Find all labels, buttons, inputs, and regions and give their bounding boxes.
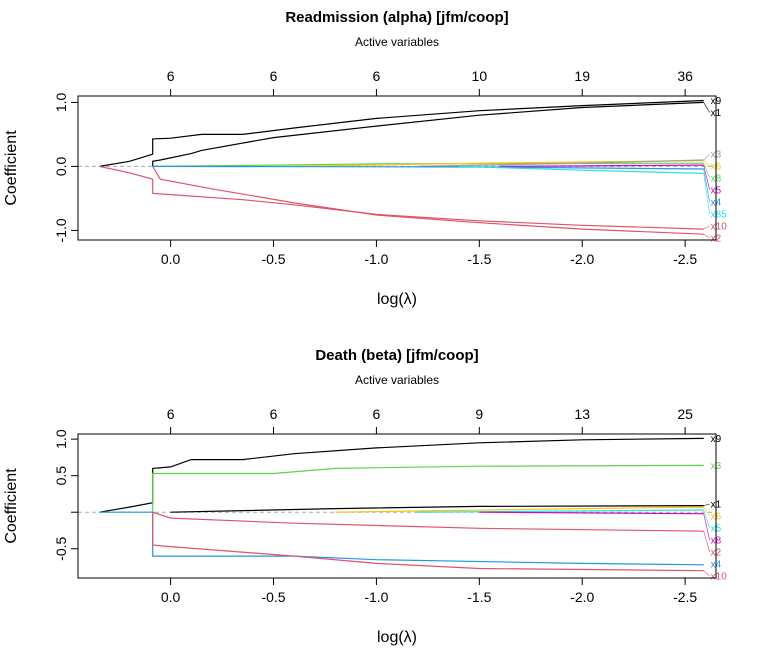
top-tick-label: 6 [373, 68, 381, 84]
y-tick-label: -0.5 [53, 536, 69, 560]
y-axis-label: Coefficient [3, 130, 20, 206]
series-label: x85 [711, 210, 728, 221]
series-line-x3 [417, 159, 704, 167]
series-line-x4 [152, 165, 704, 170]
x-tick-label: -1.0 [364, 589, 388, 605]
x-tick-label: -2.0 [570, 251, 594, 267]
series-label-leader [703, 102, 710, 113]
x-tick-label: 0.0 [161, 251, 181, 267]
x-tick-label: -2.0 [570, 589, 594, 605]
series-line-x3 [152, 464, 704, 513]
series-line-x2 [152, 511, 704, 532]
top-tick-label: 6 [270, 406, 278, 422]
x-axis-label: log(λ) [377, 629, 417, 646]
top-tick-label: 6 [167, 406, 175, 422]
series-line-x8 [479, 511, 704, 515]
series-label-leader [703, 513, 710, 541]
y-tick-label: 0.0 [53, 156, 69, 176]
top-tick-label: 36 [677, 68, 693, 84]
y-tick-label: -1.0 [53, 218, 69, 242]
top-tick-label: 19 [574, 68, 590, 84]
chart-title: Death (beta) [jfm/coop] [315, 347, 478, 364]
series-line-x1 [170, 505, 704, 513]
top-axis-title: Active variables [355, 373, 439, 387]
y-tick-label: 1.0 [53, 429, 69, 449]
x-tick-label: -2.5 [673, 251, 697, 267]
panel-1: Readmission (alpha) [jfm/coop] Active var… [3, 9, 727, 308]
series-line-x2 [152, 166, 704, 235]
series-label-leader [703, 165, 710, 191]
series-label: x10 [711, 572, 728, 583]
series-label-leader [703, 173, 710, 215]
series-label-leader [703, 225, 710, 230]
series-label-leader [703, 503, 710, 506]
x-tick-label: -0.5 [261, 251, 285, 267]
x-tick-label: 0.0 [161, 589, 181, 605]
top-tick-label: 6 [167, 68, 175, 84]
series-label: x10 [711, 222, 728, 233]
series-label-leader [703, 509, 710, 529]
series-label-leader [703, 160, 710, 167]
series-line-x5 [499, 164, 704, 167]
panel-2: Death (beta) [jfm/coop] Active variables l… [3, 347, 727, 646]
chart-title: Readmission (alpha) [jfm/coop] [285, 9, 508, 26]
y-axis-label: Coefficient [3, 468, 20, 544]
series-line-x6 [335, 506, 704, 513]
x-tick-label: -0.5 [261, 589, 285, 605]
top-tick-label: 6 [373, 406, 381, 422]
y-tick-label: 0.5 [53, 466, 69, 486]
series-line-x9 [99, 99, 704, 167]
top-tick-label: 10 [472, 68, 488, 84]
series-line-x9 [99, 437, 704, 513]
series-line-x5 [417, 509, 704, 513]
top-tick-label: 25 [677, 406, 693, 422]
x-tick-label: -1.0 [364, 251, 388, 267]
series-line-x10 [152, 512, 704, 572]
x-axis-label: log(λ) [377, 291, 417, 308]
series-line-x4 [99, 511, 704, 566]
x-tick-label: -1.5 [467, 589, 491, 605]
series-label-leader [703, 233, 710, 239]
series-label-leader [703, 153, 710, 161]
top-tick-label: 9 [475, 406, 483, 422]
series-label-leader [703, 168, 710, 203]
x-tick-label: -1.5 [467, 251, 491, 267]
top-axis-title: Active variables [355, 35, 439, 49]
series-label-leader [703, 570, 710, 577]
top-tick-label: 13 [574, 406, 590, 422]
series-line-x1 [152, 101, 704, 167]
series-line-x10 [99, 165, 704, 230]
top-tick-label: 6 [270, 68, 278, 84]
x-tick-label: -2.5 [673, 589, 697, 605]
y-tick-label: 1.0 [53, 92, 69, 112]
series-label-leader [703, 163, 710, 179]
series-label-leader [703, 506, 710, 517]
series-label-leader [703, 531, 710, 553]
series-line-x85 [458, 165, 704, 174]
